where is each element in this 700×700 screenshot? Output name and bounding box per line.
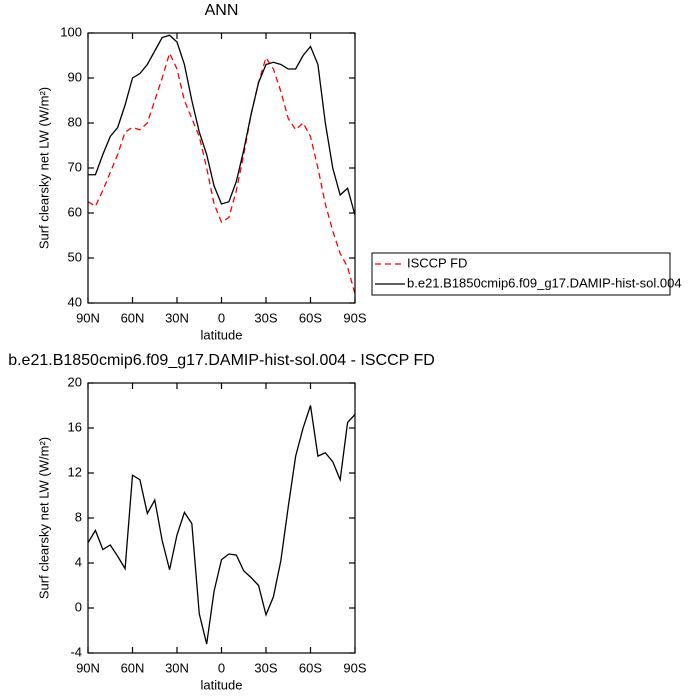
x-tick-label: 90N [76,310,100,325]
legend-label: b.e21.B1850cmip6.f09_g17.DAMIP-hist-sol.… [407,275,682,290]
legend-box [371,252,671,296]
y-tick-label: 8 [75,509,82,524]
plot-frame [87,382,356,654]
x-tick-label: 60S [299,310,322,325]
x-axis-label: latitude [201,677,243,692]
y-tick-label: 20 [68,374,82,389]
y-tick-label: 50 [68,249,82,264]
x-tick-label: 60S [299,660,322,675]
y-axis-label: Surf clearsky net LW (W/m²) [36,87,51,249]
x-tick-label: 90S [343,660,366,675]
y-tick-label: -4 [70,644,82,659]
y-tick-label: 100 [60,24,82,39]
x-tick-label: 0 [218,660,225,675]
chart-title: ANN [205,2,239,19]
data-line [87,51,356,295]
x-tick-label: 90N [76,660,100,675]
y-tick-label: 90 [68,69,82,84]
y-tick-label: 60 [68,204,82,219]
plot: ANN 40 50 60 70 80 90 100 90N 60N 30N 0 30S 60S 90S lat… [36,2,681,342]
x-tick-label: 90S [343,310,366,325]
x-tick-label: 60N [121,310,145,325]
y-tick-label: 4 [75,554,82,569]
chart-title: b.e21.B1850cmip6.f09_g17.DAMIP-hist-sol.… [8,352,435,369]
x-tick-label: 30S [254,660,277,675]
x-tick-label: 30S [254,310,277,325]
y-tick-label: 70 [68,159,82,174]
plot: b.e21.B1850cmip6.f09_g17.DAMIP-hist-sol.… [8,352,435,692]
data-line [87,405,356,645]
legend-label: ISCCP FD [407,255,467,270]
legend: ISCCP FD b.e21.B1850cmip6.f09_g17.DAMIP-h… [371,252,682,296]
y-axis-label: Surf clearsky net LW (W/m²) [36,437,51,599]
y-tick-label: 16 [68,419,82,434]
y-tick-label: 0 [75,599,82,614]
y-tick-label: 40 [68,294,82,309]
plot-frame [87,32,356,304]
x-tick-label: 0 [218,310,225,325]
data-line [88,34,356,216]
y-tick-label: 12 [68,464,82,479]
y-tick-label: 80 [68,114,82,129]
x-tick-label: 60N [121,660,145,675]
x-axis-label: latitude [201,327,243,342]
x-tick-label: 30N [165,310,189,325]
x-tick-label: 30N [165,660,189,675]
